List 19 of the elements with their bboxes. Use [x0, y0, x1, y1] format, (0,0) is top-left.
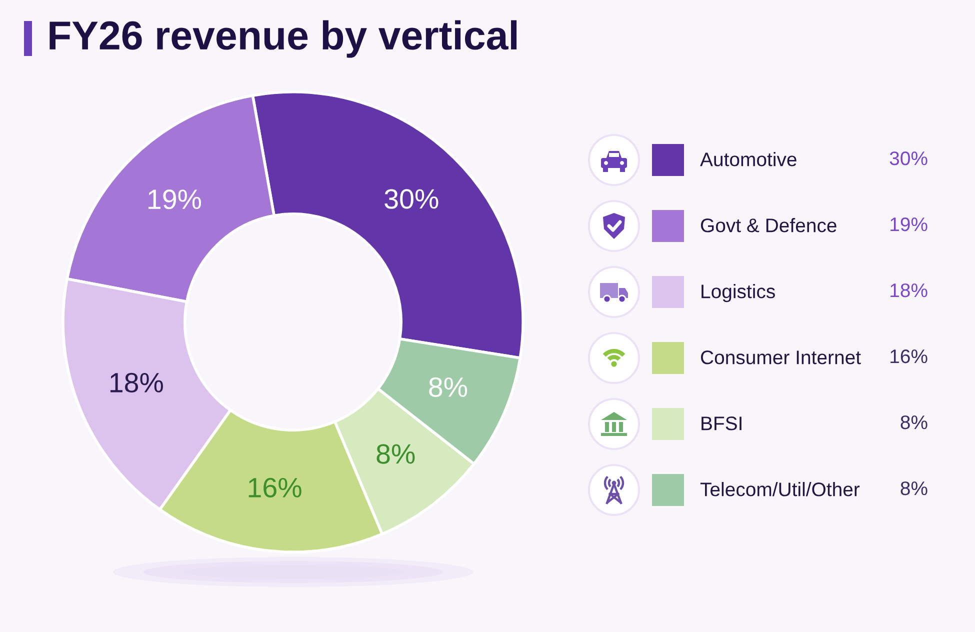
legend-label: BFSI	[702, 416, 742, 430]
data-label: 8%	[429, 377, 468, 397]
data-label: 16%	[248, 478, 302, 498]
text: 30%	[890, 151, 928, 166]
data-label: 18%	[110, 372, 163, 393]
legend-label: Automotive	[700, 152, 796, 166]
text: 18%	[890, 283, 928, 298]
text: 8%	[900, 415, 928, 430]
chart-title: FY26 revenue by vertical	[50, 20, 517, 58]
legend-label: Telecom/Util/Other	[700, 482, 860, 496]
legend-label: Govt & Defence	[700, 218, 836, 232]
legend-label: Logistics	[702, 284, 775, 302]
legend-label: Consumer Internet	[700, 350, 861, 364]
data-label: 19%	[148, 189, 202, 210]
text: 16%	[890, 349, 928, 364]
text: 19%	[890, 217, 928, 232]
data-label: 30%	[384, 189, 438, 209]
data-label: 8%	[376, 444, 415, 464]
text: 8%	[900, 481, 928, 496]
